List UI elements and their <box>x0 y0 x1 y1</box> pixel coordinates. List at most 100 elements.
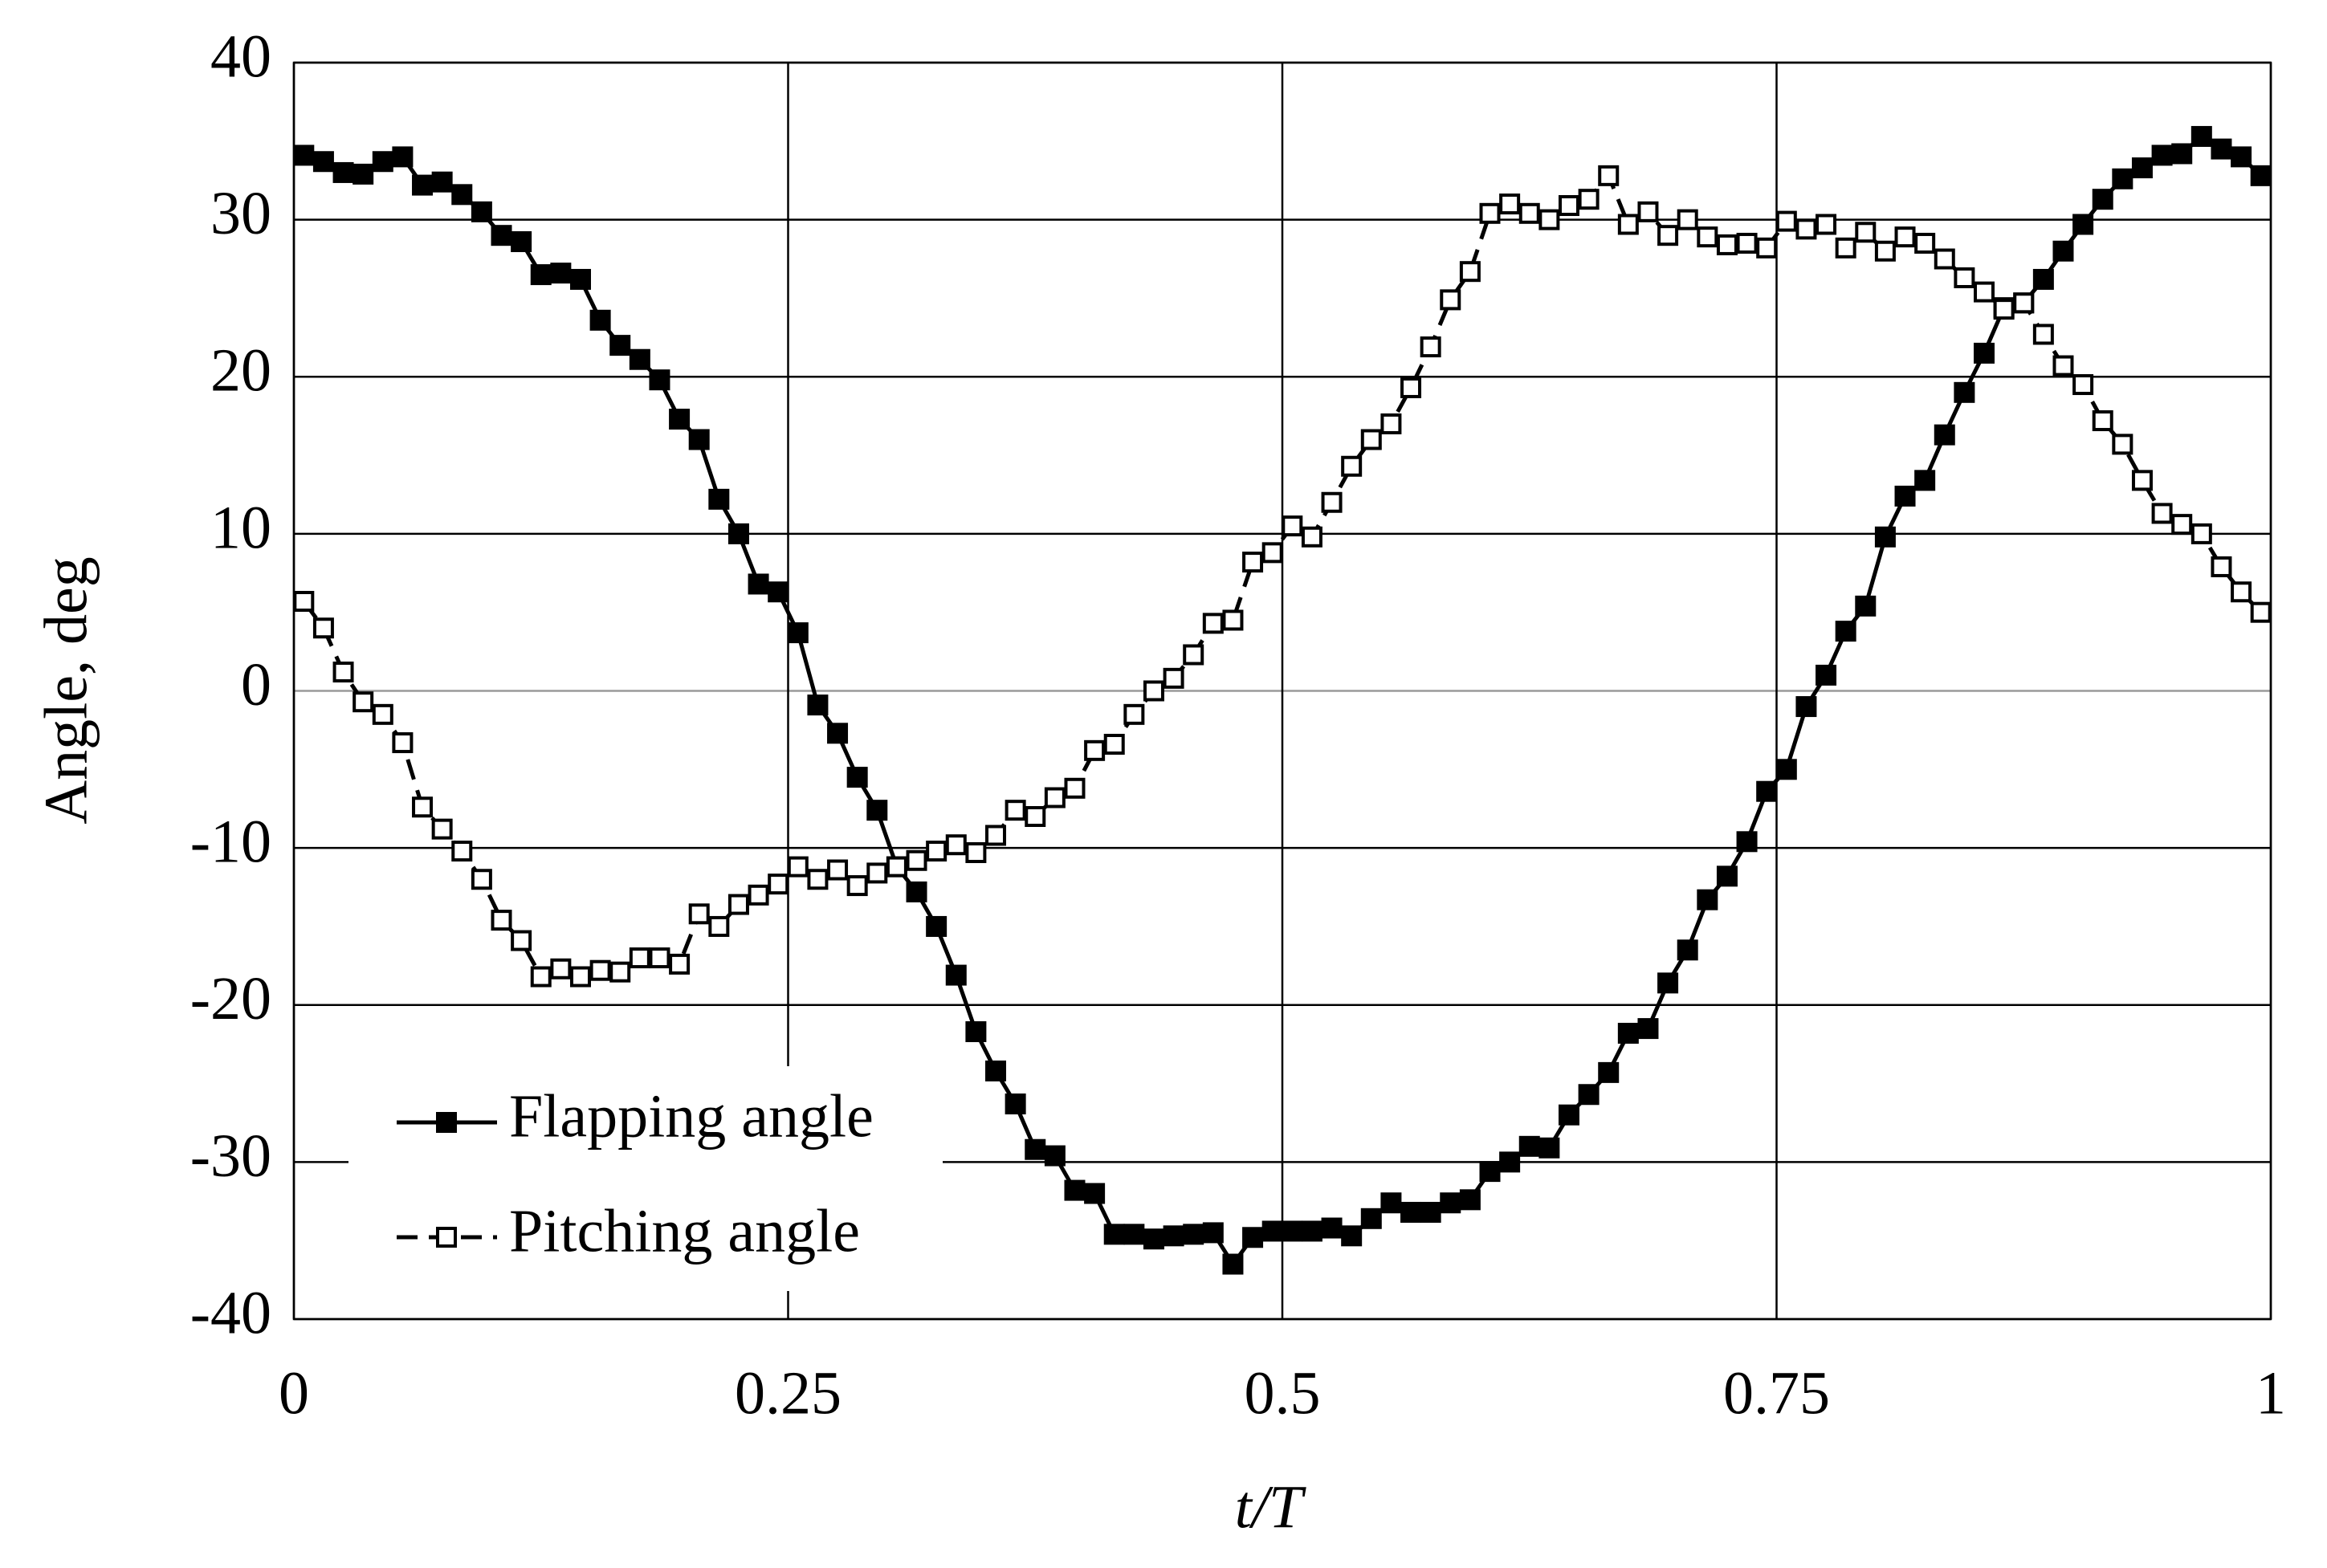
marker <box>1835 237 1856 259</box>
plot-frame <box>292 61 2272 1321</box>
marker <box>1341 1225 1363 1247</box>
marker <box>550 263 572 284</box>
marker <box>2131 470 2153 491</box>
marker <box>1222 1253 1244 1275</box>
marker <box>431 171 453 193</box>
marker <box>471 869 492 890</box>
marker <box>1005 1093 1026 1114</box>
marker <box>727 523 749 544</box>
marker <box>2211 138 2232 160</box>
marker <box>787 856 809 878</box>
marker <box>1617 1022 1639 1044</box>
marker <box>827 723 849 744</box>
marker <box>1914 232 1936 254</box>
marker <box>569 268 591 290</box>
marker <box>1914 470 1936 491</box>
marker <box>1756 780 1778 802</box>
marker <box>1301 1220 1322 1242</box>
marker <box>1163 1225 1184 1247</box>
marker <box>846 767 868 788</box>
marker <box>511 930 532 951</box>
marker <box>708 488 730 510</box>
marker <box>1855 595 1877 617</box>
marker <box>1874 526 1896 548</box>
marker <box>1934 424 1955 446</box>
marker <box>372 151 393 173</box>
marker <box>1025 806 1046 827</box>
marker <box>530 264 552 286</box>
marker <box>727 894 749 915</box>
x-tick-label: 0 <box>279 1359 309 1427</box>
marker <box>945 834 967 856</box>
marker <box>1282 515 1303 537</box>
marker <box>1716 234 1738 255</box>
marker <box>708 915 730 937</box>
marker <box>1954 267 1975 289</box>
marker <box>1123 703 1145 725</box>
x-tick-label: 0.25 <box>735 1359 842 1427</box>
marker <box>1222 609 1244 631</box>
marker <box>1103 1224 1125 1245</box>
legend: Flapping angle Pitching angle <box>348 1066 943 1291</box>
marker <box>688 903 710 925</box>
y-tick-label: -10 <box>190 808 271 876</box>
x-tick-label: 0.75 <box>1723 1359 1830 1427</box>
marker <box>906 881 927 902</box>
marker <box>1538 209 1560 230</box>
marker <box>1400 1201 1422 1223</box>
marker <box>1202 1222 1224 1244</box>
marker <box>1183 644 1204 666</box>
marker <box>1598 1061 1620 1083</box>
marker <box>1578 1084 1600 1106</box>
marker <box>312 151 334 173</box>
marker <box>1025 1138 1046 1160</box>
marker <box>1380 413 1402 434</box>
marker <box>2052 355 2074 377</box>
marker <box>550 958 572 979</box>
marker <box>985 1060 1007 1081</box>
marker <box>669 409 691 430</box>
marker <box>1479 1161 1501 1183</box>
marker <box>768 874 789 895</box>
marker <box>2190 523 2212 544</box>
marker <box>1242 1227 1264 1248</box>
marker <box>353 691 374 713</box>
marker <box>886 856 907 878</box>
marker <box>1459 261 1481 283</box>
marker <box>1974 281 1995 303</box>
marker <box>332 662 354 683</box>
marker <box>2092 189 2113 210</box>
marker <box>1143 680 1164 702</box>
marker <box>2151 145 2173 166</box>
marker <box>589 959 611 981</box>
legend-box <box>348 1066 943 1291</box>
marker <box>1064 1179 1086 1201</box>
marker <box>1064 777 1086 799</box>
marker <box>2151 503 2173 524</box>
marker <box>293 145 315 166</box>
marker <box>451 184 473 206</box>
marker <box>768 581 789 603</box>
marker <box>1420 1201 1441 1223</box>
marker <box>1321 1217 1343 1239</box>
marker <box>1775 210 1797 232</box>
marker <box>669 953 691 975</box>
marker <box>1894 485 1916 507</box>
marker <box>1518 1135 1540 1157</box>
marker <box>1044 1145 1066 1167</box>
marker <box>1538 1137 1560 1159</box>
legend-label: Pitching angle <box>509 1197 860 1265</box>
marker <box>1697 889 1718 910</box>
marker <box>1261 542 1283 564</box>
marker <box>293 590 315 612</box>
marker <box>1341 455 1363 477</box>
marker <box>372 703 393 725</box>
marker <box>1044 787 1066 808</box>
marker <box>787 622 809 644</box>
y-tick-label: -30 <box>190 1122 271 1190</box>
marker <box>1677 209 1698 230</box>
marker <box>1360 1208 1382 1229</box>
marker <box>1558 1104 1579 1126</box>
marker <box>1084 1183 1106 1204</box>
marker <box>1499 1151 1521 1173</box>
